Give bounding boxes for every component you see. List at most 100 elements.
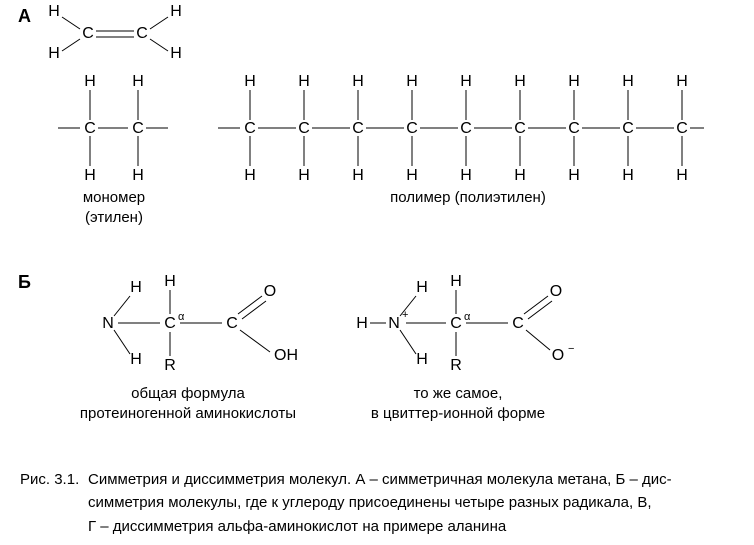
atom-c-alpha: C xyxy=(450,315,462,332)
atom-h: H xyxy=(170,3,182,20)
figure-caption-line3: Г – диссимметрия альфа-аминокислот на пр… xyxy=(20,515,734,538)
atom-h: H xyxy=(406,167,418,184)
atom-h: H xyxy=(298,73,310,90)
amino-caption-left-line1: общая формула xyxy=(131,385,245,402)
monomer-caption-line1: мономер xyxy=(83,189,145,206)
atom-h: H xyxy=(84,73,96,90)
atom-c: C xyxy=(676,120,688,137)
figure-caption-line1: Симметрия и диссимметрия молекул. А – си… xyxy=(88,471,672,488)
atom-c: C xyxy=(460,120,472,137)
ch2-unit: C H H xyxy=(568,73,580,184)
bond xyxy=(240,330,270,352)
atom-h: H xyxy=(132,167,144,184)
atom-h: H xyxy=(622,167,634,184)
atom-h: H xyxy=(514,73,526,90)
atom-h: H xyxy=(450,273,462,290)
atom-r: R xyxy=(450,357,462,374)
atom-c: C xyxy=(132,120,144,137)
amino-acid-neutral: N H H C α H R C O OH xyxy=(102,273,298,374)
atom-h: H xyxy=(460,73,472,90)
atom-h: H xyxy=(514,167,526,184)
amino-acid-zwitterion: N + H H H C α H R C O xyxy=(356,273,574,374)
minus-superscript: − xyxy=(568,343,574,355)
bond xyxy=(150,39,168,51)
ch2-unit: C H H xyxy=(460,73,472,184)
atom-h: H xyxy=(244,73,256,90)
atom-h: H xyxy=(356,315,368,332)
atom-h: H xyxy=(130,279,142,296)
bond xyxy=(526,330,550,350)
ch2-unit: CHH xyxy=(514,73,526,184)
atom-h: H xyxy=(170,45,182,62)
atom-h: H xyxy=(352,73,364,90)
atom-h: H xyxy=(244,167,256,184)
atom-h: H xyxy=(48,3,60,20)
panel-b-svg: N H H C α H R C O OH xyxy=(18,260,738,460)
bond xyxy=(62,17,80,29)
bond xyxy=(62,39,80,51)
atom-h: H xyxy=(568,73,580,90)
alpha-superscript: α xyxy=(178,311,185,323)
ch2-unit: C H H xyxy=(352,73,364,184)
atom-h: H xyxy=(460,167,472,184)
atom-h: H xyxy=(298,167,310,184)
atom-c: C xyxy=(512,315,524,332)
atom-o-minus: O xyxy=(552,347,564,364)
atom-h: H xyxy=(568,167,580,184)
page: А C C H H H H C H xyxy=(0,0,754,545)
ch2-unit: C H H xyxy=(298,73,310,184)
atom-c: C xyxy=(136,25,148,42)
bond xyxy=(150,17,168,29)
panel-a-svg: C C H H H H C H H xyxy=(18,0,738,230)
atom-h: H xyxy=(48,45,60,62)
atom-c: C xyxy=(352,120,364,137)
polymer-chain: CHHCHHCHHCHHCHHCHHCHHCHHCHH xyxy=(218,73,704,184)
alpha-superscript: α xyxy=(464,311,471,323)
atom-c: C xyxy=(298,120,310,137)
atom-o: O xyxy=(264,283,276,300)
atom-h: H xyxy=(164,273,176,290)
atom-h: H xyxy=(130,351,142,368)
atom-c: C xyxy=(568,120,580,137)
double-bond xyxy=(528,301,552,319)
atom-c: C xyxy=(622,120,634,137)
figure-caption: Рис. 3.1.Симметрия и диссимметрия молеку… xyxy=(20,468,734,538)
atom-h: H xyxy=(352,167,364,184)
double-bond xyxy=(238,296,262,314)
plus-superscript: + xyxy=(402,309,408,321)
monomer-caption-line2: (этилен) xyxy=(85,209,143,226)
atom-h: H xyxy=(132,73,144,90)
atom-c: C xyxy=(84,120,96,137)
atom-h: H xyxy=(676,73,688,90)
atom-r: R xyxy=(164,357,176,374)
monomer-fragment: C H H C H H xyxy=(58,73,168,184)
ch2-unit: CHH xyxy=(406,73,418,184)
ch2-unit: CHH xyxy=(622,73,634,184)
atom-o: O xyxy=(550,283,562,300)
bond xyxy=(114,330,130,354)
polymer-units: CHHCHHCHHCHHCHHCHHCHHCHHCHH xyxy=(244,73,704,184)
double-bond xyxy=(242,301,266,319)
atom-h: H xyxy=(416,351,428,368)
atom-oh: OH xyxy=(274,347,298,364)
atom-c: C xyxy=(82,25,94,42)
ethylene-structure: C C H H H H xyxy=(48,3,182,62)
atom-n-plus: N xyxy=(388,315,400,332)
double-bond xyxy=(524,296,548,314)
amino-caption-left-line2: протеиногенной аминокислоты xyxy=(80,405,296,422)
atom-c: C xyxy=(244,120,256,137)
amino-caption-right-line1: то же самое, xyxy=(414,385,503,402)
atom-n: N xyxy=(102,315,114,332)
ch2-unit: C H H xyxy=(244,73,256,184)
figure-caption-lead: Рис. 3.1. xyxy=(20,468,88,491)
atom-c-alpha: C xyxy=(164,315,176,332)
ch2-unit: C H H xyxy=(132,73,144,184)
ch2-unit: C H H xyxy=(84,73,96,184)
ch2-unit: C H H xyxy=(676,73,688,184)
amino-caption-right-line2: в цвиттер-ионной форме xyxy=(371,405,545,422)
atom-h: H xyxy=(416,279,428,296)
bond xyxy=(400,330,416,354)
atom-c: C xyxy=(406,120,418,137)
atom-h: H xyxy=(84,167,96,184)
atom-h: H xyxy=(676,167,688,184)
